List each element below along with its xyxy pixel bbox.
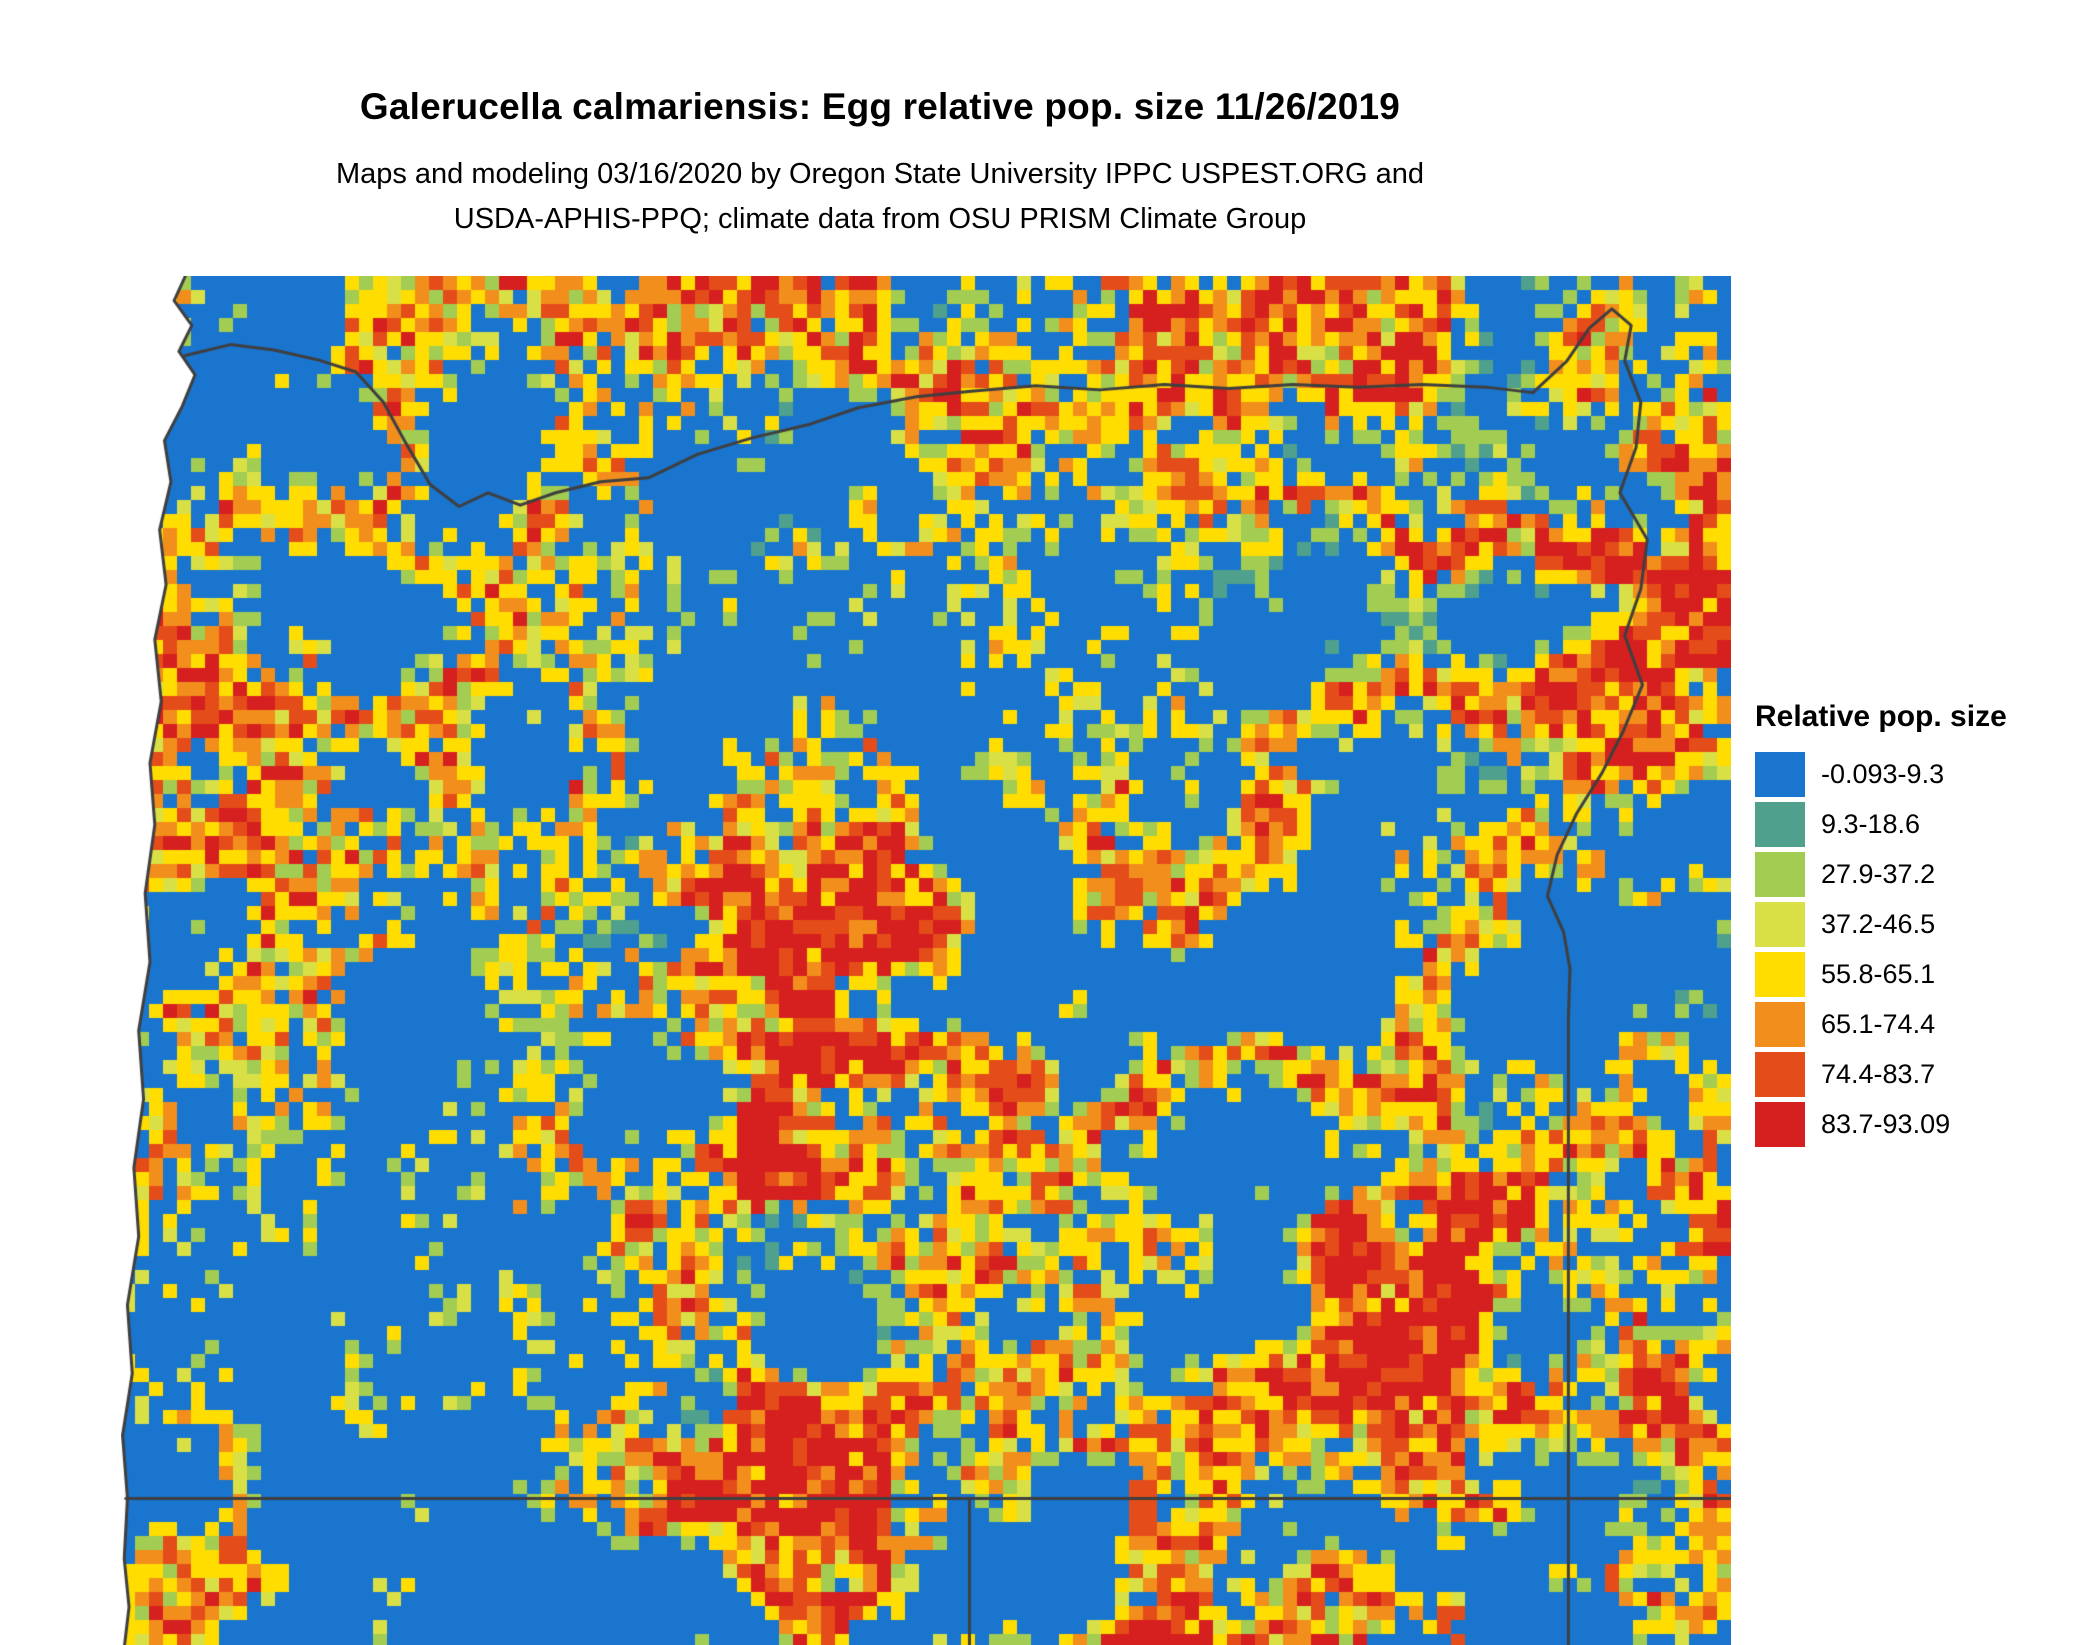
legend-swatch	[1755, 852, 1805, 897]
legend-label: 37.2-46.5	[1821, 909, 1936, 939]
page-subtitle: Maps and modeling 03/16/2020 by Oregon S…	[80, 152, 1680, 242]
legend-item: 37.2-46.5	[1755, 902, 2085, 947]
page-title: Galerucella calmariensis: Egg relative p…	[359, 86, 1401, 127]
legend-label: 74.4-83.7	[1821, 1059, 1936, 1089]
legend-label: 9.3-18.6	[1821, 809, 1921, 839]
legend-swatch	[1755, 802, 1805, 847]
legend-label: 65.1-74.4	[1821, 1009, 1936, 1039]
legend-label: 27.9-37.2	[1821, 859, 1936, 889]
legend-swatch	[1755, 1002, 1805, 1047]
legend-label: 83.7-93.09	[1821, 1109, 1951, 1139]
legend-item: 9.3-18.6	[1755, 802, 2085, 847]
legend-items: -0.093-9.3 9.3-18.6 27.9-37.2 37.2-46.5 …	[1755, 752, 2085, 1147]
legend-item: -0.093-9.3	[1755, 752, 2085, 797]
map-area	[121, 276, 1732, 1645]
map-canvas	[121, 276, 1731, 1645]
legend-swatch	[1755, 902, 1805, 947]
legend-item: 55.8-65.1	[1755, 952, 2085, 997]
legend-item: 27.9-37.2	[1755, 852, 2085, 897]
legend-swatch	[1755, 952, 1805, 997]
page-subtitle-line1: Maps and modeling 03/16/2020 by Oregon S…	[335, 158, 1425, 190]
legend-item: 83.7-93.09	[1755, 1102, 2085, 1147]
legend-title: Relative pop. size	[1755, 700, 2007, 733]
legend-item: 74.4-83.7	[1755, 1052, 2085, 1097]
page-subtitle-line2: USDA-APHIS-PPQ; climate data from OSU PR…	[453, 202, 1307, 235]
legend-swatch	[1755, 1102, 1805, 1147]
legend-swatch	[1755, 752, 1805, 797]
legend-label: 55.8-65.1	[1821, 959, 1936, 989]
map-legend: Relative pop. size -0.093-9.3 9.3-18.6 2…	[1755, 700, 2085, 1152]
legend-swatch	[1755, 1052, 1805, 1097]
legend-item: 65.1-74.4	[1755, 1002, 2085, 1047]
legend-label: -0.093-9.3	[1821, 759, 1945, 789]
